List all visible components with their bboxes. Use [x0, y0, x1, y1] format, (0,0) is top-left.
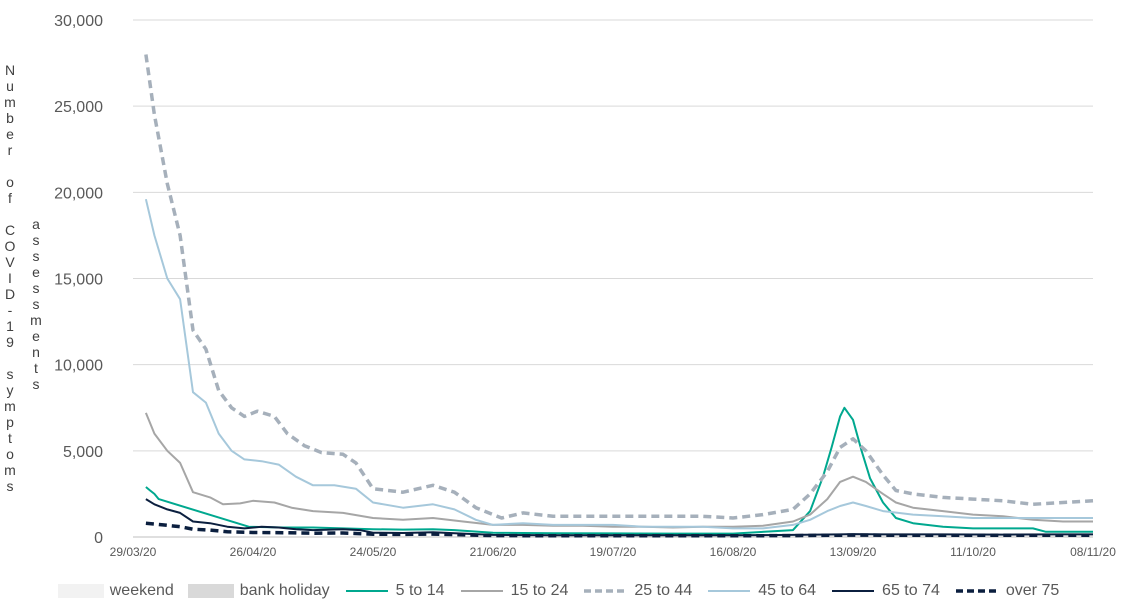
legend-swatch: [584, 589, 627, 593]
x-tick-label: 19/07/20: [590, 545, 637, 559]
legend-label: 5 to 14: [395, 582, 445, 599]
y-tick-label: 10,000: [54, 358, 103, 375]
legend-item: 5 to 14: [344, 582, 445, 600]
series-line-over-75: [145, 521, 1093, 538]
y-tick-label: 25,000: [54, 99, 103, 116]
legend-swatch: [708, 590, 751, 592]
legend-swatch: [57, 584, 104, 598]
series-line-25-to-44: [144, 54, 1094, 520]
x-tick-label: 13/09/20: [830, 545, 877, 559]
legend-swatch: [955, 589, 998, 593]
legend-label: 45 to 64: [758, 582, 817, 599]
legend: weekend bank holiday 5 to 14 15 to 24 25 to …: [0, 580, 1125, 602]
series-line-5-to-14: [145, 406, 1093, 535]
x-tick-label: 29/03/20: [110, 545, 157, 559]
legend-item: 15 to 24: [459, 582, 569, 600]
legend-item: 25 to 44: [582, 582, 692, 600]
legend-label: 15 to 24: [510, 582, 569, 599]
legend-item: 65 to 74: [830, 582, 940, 600]
legend-item: weekend: [57, 582, 174, 600]
y-tick-label: 30,000: [54, 13, 103, 30]
legend-label: weekend: [109, 582, 174, 599]
legend-item: bank holiday: [187, 582, 330, 600]
legend-label: over 75: [1005, 582, 1060, 599]
legend-swatch: [460, 590, 503, 592]
line-chart: 0 5,000 10,000 15,000 20,000 25,000 30,000 29/…: [54, 13, 1117, 559]
y-axis-label-outer: Number of COVID-19 symptoms: [2, 62, 18, 494]
x-tick-label: 16/08/20: [710, 545, 757, 559]
x-axis-ticks: 29/03/20 26/04/20 24/05/20 21/06/20 19/07/20…: [110, 545, 1117, 559]
gridlines: [133, 19, 1093, 538]
y-axis-label-inner: assessments: [28, 216, 44, 392]
x-tick-label: 08/11/20: [1070, 545, 1116, 559]
legend-item: over 75: [954, 582, 1059, 600]
x-tick-label: 11/10/20: [950, 545, 996, 559]
y-tick-label: 20,000: [54, 185, 103, 202]
y-axis-ticks: 0 5,000 10,000 15,000 20,000 25,000 30,000: [54, 13, 103, 547]
legend-swatch: [187, 584, 234, 598]
legend-swatch: [832, 590, 875, 592]
x-tick-label: 21/06/20: [470, 545, 517, 559]
x-tick-label: 24/05/20: [350, 545, 397, 559]
series-line-45-to-64: [144, 198, 1093, 530]
series-line-15-to-24: [144, 412, 1093, 529]
y-tick-label: 0: [94, 530, 103, 547]
legend-label: 25 to 44: [634, 582, 693, 599]
series-lines: [144, 54, 1094, 538]
legend-item: 45 to 64: [706, 582, 816, 600]
legend-label: 65 to 74: [882, 582, 940, 599]
x-tick-label: 26/04/20: [230, 545, 277, 559]
y-tick-label: 15,000: [54, 272, 103, 289]
legend-label: bank holiday: [239, 582, 330, 599]
y-tick-label: 5,000: [63, 444, 103, 461]
legend-swatch: [345, 590, 388, 592]
